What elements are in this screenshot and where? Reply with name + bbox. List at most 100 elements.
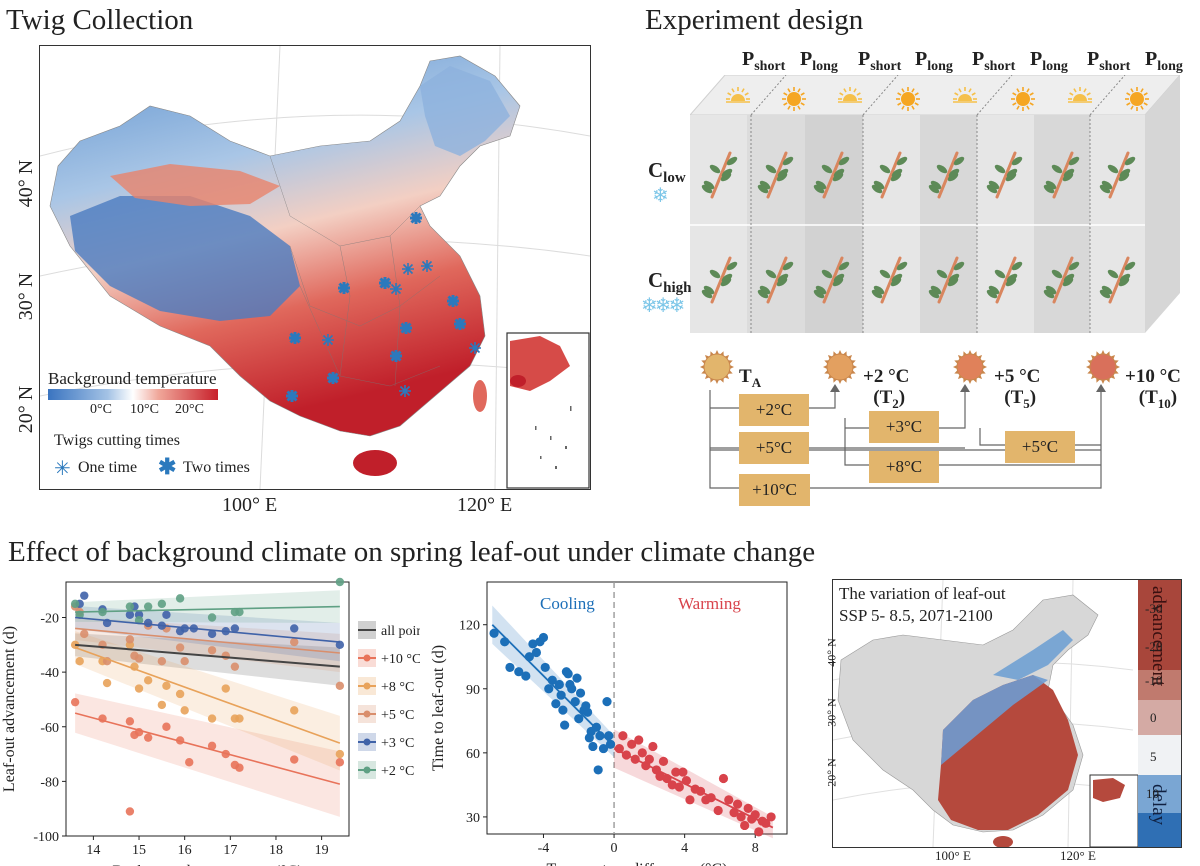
x-tick-label: 4 — [681, 841, 688, 856]
treatment-t5-label: +5 °C (T5) — [994, 366, 1041, 411]
point-warming — [732, 799, 743, 809]
fit-line-3 — [75, 627, 340, 654]
chamber-column-1 — [747, 115, 805, 333]
plot-frame — [65, 581, 350, 837]
cbar-tick-m10: -10 — [1145, 673, 1163, 688]
treatment-ta-label: TA — [739, 366, 762, 390]
point-2 — [157, 700, 167, 710]
twig-icon — [701, 151, 738, 199]
warming-annotation: Warming — [678, 594, 741, 613]
point-3 — [134, 654, 144, 663]
point-2 — [75, 657, 84, 666]
ci-band-2 — [75, 631, 340, 771]
x-tick-label: 16 — [178, 843, 192, 858]
x-tick-label: 14 — [86, 843, 100, 858]
legend-dot-3 — [363, 710, 371, 718]
experiment-design-title: Experiment design — [645, 4, 864, 36]
y-axis-label: Time to leaf-out (d) — [430, 645, 447, 771]
point-cooling — [570, 696, 580, 707]
x-tick-label: 0 — [611, 841, 618, 856]
chamber-column-7 — [1090, 115, 1145, 333]
increment-box-2: +2°C — [739, 394, 809, 426]
point-4 — [230, 624, 240, 633]
x-axis-label: Background temperature (°C) — [112, 863, 302, 866]
point-cooling — [563, 669, 573, 679]
point-cooling — [531, 647, 542, 658]
point-5 — [70, 599, 80, 609]
photoperiod-short-0: Pshort — [742, 48, 786, 74]
point-2 — [162, 681, 171, 690]
point-warming — [766, 812, 776, 822]
y-tick-label: -80 — [40, 775, 59, 790]
projection-title-2: SSP 5- 8.5, 2071-2100 — [839, 606, 993, 625]
snowflakes-icon: ❄❄❄ — [641, 295, 685, 317]
point-cooling — [567, 684, 577, 694]
growth-chamber-block — [690, 75, 1180, 333]
point-5 — [335, 577, 345, 587]
twig-icon — [1099, 256, 1136, 304]
one-time-marker-icon: ✳ — [54, 458, 71, 480]
chill-low-label: Clow — [648, 158, 686, 187]
cut-legend-title: Twigs cutting times — [54, 432, 180, 449]
increment-box-5b: +5°C — [1005, 431, 1075, 463]
y-tick-label: 120 — [459, 619, 480, 634]
point-1 — [70, 697, 80, 707]
point-warming — [736, 812, 746, 822]
point-cooling — [605, 739, 616, 749]
point-cooling — [558, 705, 568, 715]
point-5 — [175, 594, 185, 603]
cbar-tick-10: 10 — [1146, 786, 1159, 801]
y-axis-label: Leaf-out advancement (d) — [1, 626, 18, 792]
lon-label-100: 100° E — [222, 494, 278, 516]
treatment-t10-label: +10 °C (T10) — [1125, 366, 1181, 411]
treatment-suns — [700, 350, 1120, 384]
one-time-label: One time — [78, 459, 138, 476]
twig-icon — [701, 256, 738, 304]
lat-label-30: 30° N — [15, 272, 38, 321]
point-cooling — [528, 639, 538, 649]
two-times-label: Two times — [183, 459, 250, 476]
leaf-out-variation-map: The variation of leaf-out SSP 5- 8.5, 20… — [832, 579, 1182, 848]
cbar-tick-m20: -20 — [1145, 639, 1163, 654]
cooling-annotation: Cooling — [540, 594, 595, 613]
point-4 — [290, 624, 299, 633]
point-1 — [125, 717, 135, 726]
leaf-out-advancement-chart: 14 15 16 17 18 19 -20 -40 -60 -80 -100 Background t… — [1, 577, 420, 866]
snowflake-icon: ❄ — [652, 185, 669, 207]
y-tick-label: 60 — [466, 747, 480, 762]
point-2 — [221, 684, 230, 693]
point-warming — [713, 805, 723, 816]
point-cooling — [521, 671, 531, 681]
point-5 — [207, 613, 217, 622]
legend-label-0: all points — [381, 624, 420, 639]
point-1 — [235, 763, 244, 772]
x-tick-label: 8 — [752, 841, 759, 856]
y-tick-label: 30 — [466, 811, 480, 826]
point-1 — [162, 722, 171, 731]
point-cooling — [489, 628, 499, 638]
point-1 — [143, 733, 153, 742]
point-5 — [143, 602, 153, 611]
point-warming — [658, 756, 669, 766]
point-cooling — [574, 714, 584, 724]
twig-icon — [813, 256, 850, 304]
point-1 — [207, 741, 217, 751]
temp-tick-10: 10°C — [130, 402, 159, 417]
point-5 — [125, 602, 135, 611]
point-warming — [667, 780, 677, 790]
point-warming — [743, 803, 753, 813]
point-cooling — [554, 679, 564, 690]
point-5 — [235, 607, 244, 617]
point-2 — [335, 749, 345, 759]
x-tick-label: 18 — [269, 843, 283, 858]
twig-icon — [871, 256, 908, 304]
treatment-sun-icon-1 — [823, 350, 857, 384]
temp-colorbar — [48, 389, 218, 400]
sunrise-icon — [1068, 87, 1092, 103]
point-warming — [685, 795, 695, 805]
x-axis-label: Temperature difference (°C) — [547, 861, 728, 866]
point-1 — [185, 758, 194, 767]
legend-dot-1 — [363, 654, 371, 662]
point-3 — [221, 651, 230, 660]
sunrise-icon — [838, 87, 862, 103]
